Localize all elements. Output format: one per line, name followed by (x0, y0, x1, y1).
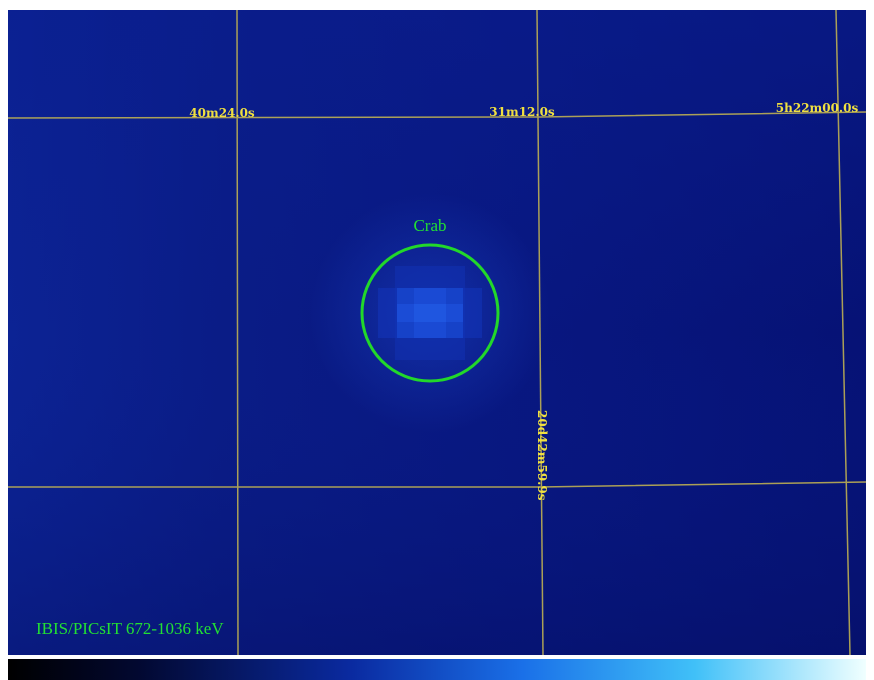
ra-label: 5h22m00.0s (776, 101, 859, 115)
source-region (360, 243, 500, 383)
coordinate-grid (7, 9, 867, 656)
ra-label: 31m12.0s (489, 105, 555, 119)
ra-label: 40m24.0s (189, 106, 255, 120)
caption: IBIS/PICsIT 672-1036 keV (36, 619, 224, 638)
dec-label: 20d42m59.9s (535, 410, 549, 501)
source-label: Crab (413, 216, 446, 235)
colorbar (8, 659, 866, 680)
sky-image (8, 10, 866, 655)
